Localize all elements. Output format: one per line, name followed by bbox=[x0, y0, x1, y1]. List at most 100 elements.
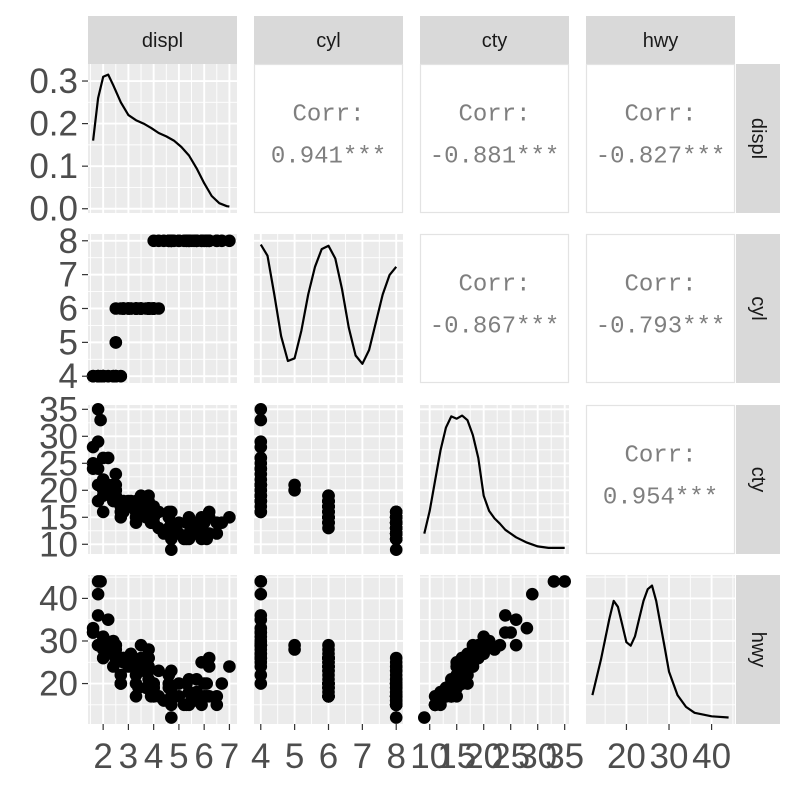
data-point bbox=[389, 677, 403, 690]
x-tick-label: 3 bbox=[119, 737, 138, 776]
data-point bbox=[162, 681, 176, 695]
data-point bbox=[254, 575, 268, 588]
data-point bbox=[472, 643, 485, 656]
strip-row-label-displ: displ bbox=[747, 118, 769, 159]
corr-panel-frame bbox=[253, 63, 404, 214]
strip-label-cty: cty bbox=[482, 30, 508, 52]
y-tick-label: 20 bbox=[39, 471, 78, 510]
strip-label-cyl: cyl bbox=[316, 30, 340, 52]
data-point bbox=[389, 505, 403, 519]
corr-label: Corr: bbox=[458, 102, 530, 129]
data-point bbox=[109, 336, 123, 349]
corr-value: 0.954*** bbox=[603, 485, 718, 512]
data-point bbox=[389, 690, 403, 703]
data-point bbox=[122, 500, 135, 513]
density-curve-cty bbox=[423, 414, 565, 549]
data-point bbox=[91, 462, 105, 476]
corr-panel-frame bbox=[585, 233, 736, 384]
data-point bbox=[288, 478, 301, 492]
data-point bbox=[202, 527, 216, 540]
panel-displ-cyl: Corr: 0.941*** bbox=[253, 63, 404, 214]
corr-panel-frame bbox=[585, 404, 736, 555]
data-point bbox=[197, 677, 211, 690]
corr-label: Corr: bbox=[624, 272, 696, 299]
x-tick-label: 20 bbox=[607, 737, 646, 776]
data-point bbox=[129, 690, 143, 703]
data-point bbox=[129, 302, 143, 315]
corr-value: -0.793*** bbox=[596, 314, 726, 341]
data-point bbox=[526, 587, 539, 601]
data-point bbox=[509, 638, 523, 652]
x-tick-label: 30 bbox=[518, 737, 557, 776]
data-point bbox=[504, 626, 517, 639]
data-point bbox=[96, 489, 110, 503]
data-point bbox=[445, 677, 458, 690]
data-point bbox=[165, 543, 178, 556]
x-tick-label: 20 bbox=[464, 737, 503, 776]
y-tick-label: 6 bbox=[59, 290, 78, 329]
data-point bbox=[254, 505, 268, 519]
panel-cty-hwy: Corr: 0.954*** bbox=[585, 404, 736, 555]
y-tick-label: 4 bbox=[59, 357, 78, 396]
data-point bbox=[223, 660, 236, 673]
data-point bbox=[254, 638, 268, 652]
strip-label-displ: displ bbox=[142, 30, 183, 52]
strip-row-hwy bbox=[736, 575, 780, 724]
density-curve-cyl bbox=[259, 244, 398, 365]
corr-panel-frame bbox=[419, 233, 570, 384]
y-tick-label: 0.3 bbox=[29, 62, 78, 101]
data-point bbox=[162, 521, 176, 535]
strip-label-hwy: hwy bbox=[643, 30, 679, 52]
x-tick-label: 5 bbox=[169, 737, 188, 776]
data-point bbox=[124, 647, 138, 661]
density-curve-displ bbox=[92, 73, 230, 208]
data-point bbox=[91, 609, 105, 622]
data-point bbox=[165, 505, 178, 519]
data-point bbox=[389, 543, 403, 556]
y-tick-label: 40 bbox=[39, 579, 78, 618]
data-point bbox=[195, 656, 208, 669]
data-point bbox=[389, 516, 403, 529]
data-point bbox=[520, 621, 534, 635]
data-point bbox=[101, 451, 115, 465]
data-point bbox=[254, 613, 268, 626]
data-point bbox=[254, 677, 268, 690]
y-tick-label: 30 bbox=[39, 417, 78, 456]
y-tick-label: 25 bbox=[39, 444, 78, 483]
data-point bbox=[172, 677, 186, 690]
y-tick-label: 8 bbox=[59, 222, 78, 261]
data-point bbox=[134, 656, 148, 669]
data-point bbox=[101, 613, 115, 626]
data-point bbox=[142, 664, 155, 678]
corr-label: Corr: bbox=[624, 102, 696, 129]
data-point bbox=[147, 234, 160, 248]
x-tick-label: 4 bbox=[251, 737, 270, 776]
panel-hwy-cty bbox=[418, 575, 571, 724]
data-point bbox=[114, 511, 128, 524]
data-point bbox=[96, 651, 110, 665]
panel-hwy-cyl bbox=[254, 575, 403, 724]
data-point bbox=[322, 664, 335, 678]
strip-cty bbox=[420, 16, 569, 64]
data-point bbox=[509, 613, 523, 626]
data-point bbox=[109, 467, 123, 481]
corr-panel-frame bbox=[419, 63, 570, 214]
panel-displ-hwy: Corr: -0.827*** bbox=[585, 63, 736, 214]
x-tick-label: 10 bbox=[410, 737, 449, 776]
strip-cyl bbox=[254, 16, 403, 64]
data-point bbox=[109, 638, 123, 652]
panel-displ-cty: Corr: -0.881*** bbox=[419, 63, 570, 214]
data-point bbox=[142, 489, 155, 503]
data-point bbox=[215, 234, 229, 248]
x-tick-label: 35 bbox=[545, 737, 584, 776]
data-point bbox=[499, 609, 512, 622]
data-point bbox=[165, 664, 178, 678]
data-point bbox=[147, 681, 160, 695]
data-point bbox=[482, 638, 496, 652]
panel-hwy-hwy bbox=[586, 575, 735, 724]
y-tick-label: 7 bbox=[59, 256, 78, 295]
data-point bbox=[91, 403, 105, 416]
strip-row-cty bbox=[736, 405, 780, 554]
data-point bbox=[288, 638, 301, 652]
corr-value: -0.827*** bbox=[596, 144, 726, 171]
